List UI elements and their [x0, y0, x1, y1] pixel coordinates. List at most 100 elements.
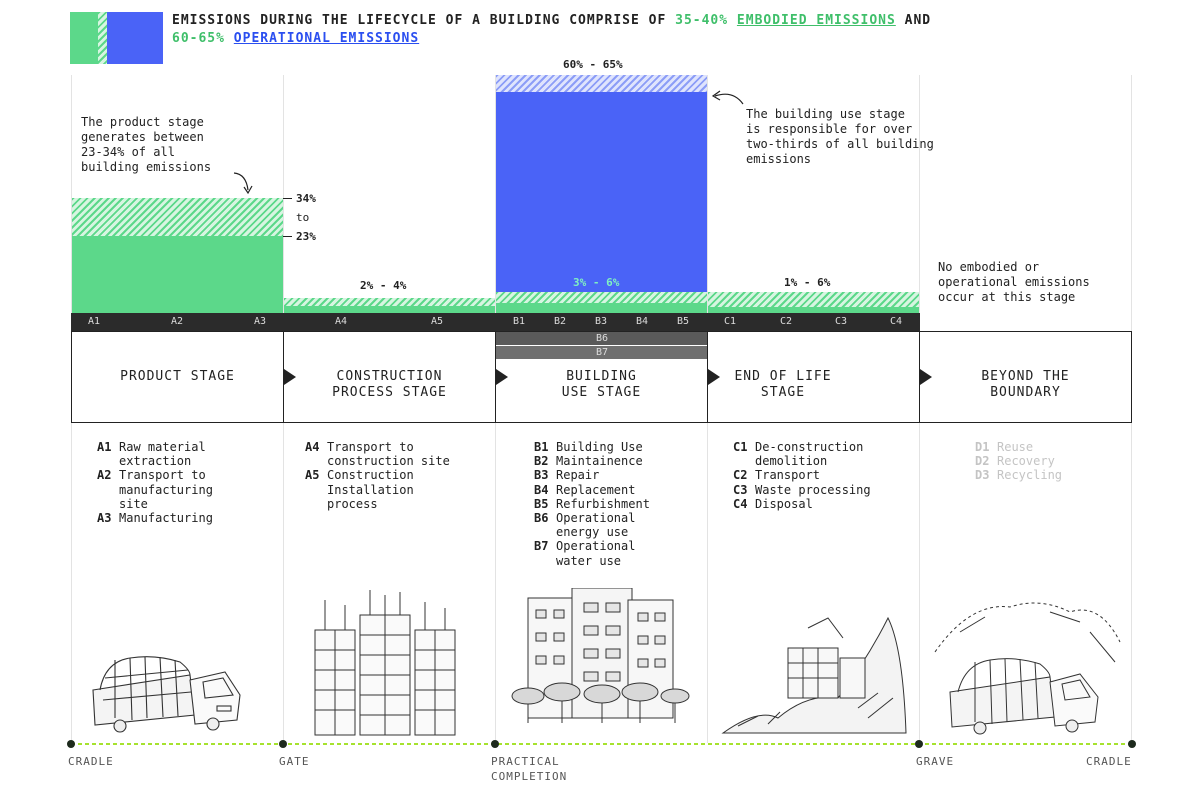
- list-item: B4 Replacement: [534, 482, 636, 497]
- list-item: C4 Disposal: [733, 496, 813, 511]
- module-code: C2: [780, 316, 793, 327]
- stage-label-product: PRODUCT STAGE: [120, 369, 235, 384]
- list-item: A5 Construction Installation process: [305, 468, 414, 511]
- module-code: A2: [171, 316, 184, 327]
- construction-embodied-bar: [284, 306, 495, 313]
- milestone-gate: GATE: [279, 755, 310, 768]
- list-item: C3 Waste processing: [733, 482, 871, 497]
- module-code: B4: [636, 316, 649, 327]
- module-b7-bar: [496, 346, 707, 359]
- arrow-right-icon: [496, 369, 508, 385]
- list-item: A4 Transport to construction site: [305, 440, 450, 469]
- list-item: A1 Raw material extraction: [97, 440, 206, 469]
- milestone-dot: [67, 740, 75, 748]
- product-stage-note: The product stage generates between 23-3…: [81, 115, 212, 174]
- list-item: A2 Transport to manufacturing site: [97, 468, 213, 511]
- list-item: B1 Building Use: [534, 440, 643, 454]
- construction-illustration: [314, 590, 456, 736]
- module-list-product: A1 Raw material extraction A2 Transport to…: [97, 440, 213, 525]
- legend-swatch: [70, 12, 163, 64]
- module-code: B2: [554, 316, 567, 327]
- product-high-pct: 34%: [296, 192, 316, 205]
- use-operational-bar: [496, 92, 707, 292]
- stage-label-end-of-life: END OF LIFE STAGE: [734, 369, 832, 400]
- list-item: B2 Maintainence: [534, 454, 643, 469]
- list-item: C1 De-construction demolition: [733, 440, 864, 469]
- module-list-beyond: D1 Reuse D2 Recovery D3 Recycling: [975, 440, 1062, 483]
- use-embodied-bar: [496, 303, 707, 313]
- module-b6-bar: [496, 332, 707, 345]
- milestone-practical-completion: PRACTICAL COMPLETION: [491, 755, 568, 783]
- module-code: A5: [431, 316, 444, 327]
- product-embodied-bar: [72, 236, 283, 313]
- lifecycle-timeline: [71, 743, 1133, 745]
- module-code: B7: [596, 347, 609, 358]
- end-of-life-pct: 1% - 6%: [784, 276, 831, 289]
- apartment-building-illustration: [511, 588, 690, 723]
- product-embodied-range-bar: [72, 198, 283, 236]
- end-of-life-embodied-range-bar: [708, 292, 919, 307]
- use-embodied-pct: 3% - 6%: [573, 276, 620, 289]
- milestone-grave: GRAVE: [916, 755, 955, 768]
- note-arrow-icon: [711, 90, 744, 105]
- list-item: B6 Operational energy use: [534, 511, 636, 540]
- milestone-dot: [915, 740, 923, 748]
- recycling-truck-illustration: [934, 602, 1121, 735]
- module-code: B1: [513, 316, 526, 327]
- module-code: A4: [335, 316, 348, 327]
- title-and: AND: [895, 13, 932, 28]
- end-of-life-embodied-bar: [708, 307, 919, 313]
- module-list-end-of-life: C1 De-construction demolition C2 Transport…: [733, 440, 871, 511]
- note-arrow-icon: [233, 172, 253, 195]
- embodied-hatch-swatch: [98, 12, 107, 64]
- module-code: C1: [724, 316, 737, 327]
- product-range-tick: [283, 198, 292, 199]
- embodied-swatch: [70, 12, 98, 64]
- product-range-tick: [283, 236, 292, 237]
- stage-label-construction: CONSTRUCTION PROCESS STAGE: [332, 369, 447, 400]
- stage-box-end-of-life: [707, 331, 920, 423]
- demolition-illustration: [721, 616, 907, 734]
- use-operational-range-bar: [496, 75, 707, 92]
- stage-label-beyond: BEYOND THE BOUNDARY: [981, 369, 1070, 400]
- list-item: D1 Reuse: [975, 440, 1034, 454]
- module-code: C4: [890, 316, 903, 327]
- arrow-right-icon: [708, 369, 720, 385]
- module-code: B3: [595, 316, 608, 327]
- title-operational-pct: 60-65%: [172, 31, 225, 46]
- use-embodied-range-bar: [496, 292, 707, 303]
- milestone-cradle-end: CRADLE: [1086, 755, 1132, 768]
- stage-label-use: BUILDING USE STAGE: [561, 369, 642, 400]
- product-low-pct: 23%: [296, 230, 316, 243]
- page-title: EMISSIONS DURING THE LIFECYCLE OF A BUIL…: [172, 12, 972, 48]
- truck-illustration: [92, 656, 241, 733]
- beyond-stage-note: No embodied or operational emissions occ…: [938, 260, 1090, 304]
- title-text: EMISSIONS DURING THE LIFECYCLE OF A BUIL…: [172, 13, 676, 28]
- module-code: A1: [88, 316, 101, 327]
- construction-pct: 2% - 4%: [360, 279, 407, 292]
- module-code: B6: [596, 333, 609, 344]
- title-operational-link[interactable]: OPERATIONAL EMISSIONS: [233, 31, 420, 46]
- module-code: A3: [254, 316, 267, 327]
- module-code: C3: [835, 316, 848, 327]
- list-item: B7 Operational water use: [534, 539, 636, 568]
- arrow-right-icon: [920, 369, 932, 385]
- construction-embodied-range-bar: [284, 298, 495, 306]
- list-item: A3 Manufacturing: [97, 511, 213, 526]
- module-code: B5: [677, 316, 690, 327]
- list-item: B5 Refurbishment: [534, 496, 650, 511]
- module-code-bar: [71, 313, 920, 331]
- list-item: D3 Recycling: [975, 468, 1063, 483]
- module-list-construction: A4 Transport to construction site A5 Const…: [305, 440, 450, 511]
- product-to-label: to: [296, 211, 310, 224]
- use-stage-note: The building use stage is responsible fo…: [746, 107, 934, 166]
- list-item: C2 Transport: [733, 468, 821, 483]
- milestone-cradle-start: CRADLE: [68, 755, 114, 768]
- list-item: B3 Repair: [534, 468, 600, 483]
- stage-box-beyond: [919, 331, 1132, 423]
- use-total-pct: 60% - 65%: [563, 58, 623, 71]
- arrow-right-icon: [284, 369, 296, 385]
- title-embodied-link[interactable]: EMBODIED EMISSIONS: [736, 13, 896, 28]
- title-embodied-pct: 35-40%: [675, 13, 729, 28]
- list-item: D2 Recovery: [975, 454, 1055, 469]
